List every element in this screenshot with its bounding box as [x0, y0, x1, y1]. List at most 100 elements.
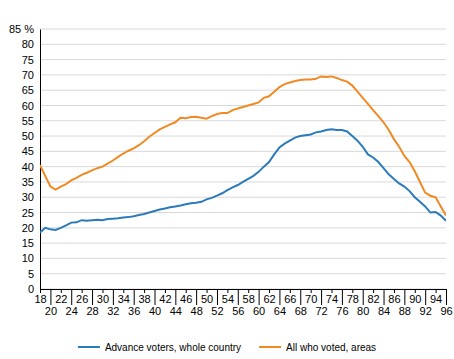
legend: Advance voters, whole country All who vot… — [78, 342, 376, 353]
tick-label: 86 — [388, 293, 400, 305]
tick-label: 32 — [107, 305, 119, 317]
tick-mark — [196, 289, 197, 305]
tick: 46 — [180, 289, 192, 305]
grid-line — [40, 120, 446, 121]
grid-line — [40, 44, 446, 45]
grid-line — [40, 105, 446, 106]
tick: 38 — [138, 289, 150, 305]
tick: 86 — [388, 289, 400, 305]
tick-label: 66 — [284, 293, 296, 305]
tick: 35 — [22, 176, 40, 188]
tick: 74 — [326, 289, 338, 305]
tick-label: 92 — [420, 305, 432, 317]
tick-mark — [321, 289, 322, 305]
grid-line — [40, 74, 446, 75]
chart: 0510152025303540455055606570758085 %1820… — [0, 0, 454, 359]
tick: 58 — [243, 289, 255, 305]
plot-area — [40, 76, 446, 232]
tick-label: 18 — [34, 293, 46, 305]
tick-mark — [363, 289, 364, 305]
grid-line — [40, 136, 446, 137]
tick-mark — [50, 289, 51, 305]
tick-mark — [238, 289, 239, 305]
tick-label: 46 — [180, 293, 192, 305]
tick-label: 88 — [399, 305, 411, 317]
grid-line — [40, 212, 446, 213]
tick: 15 — [22, 237, 40, 249]
tick-mark — [259, 289, 260, 305]
tick-label: 65 — [22, 84, 34, 96]
tick-label: 26 — [76, 293, 88, 305]
tick: 10 — [22, 252, 40, 264]
tick-label: 44 — [170, 305, 182, 317]
tick: 78 — [347, 289, 359, 305]
tick: 62 — [263, 289, 275, 305]
legend-item: Advance voters, whole country — [78, 342, 241, 353]
grid-line — [40, 90, 446, 91]
tick-label: 5 — [28, 268, 34, 280]
tick-label: 48 — [191, 305, 203, 317]
tick: 60 — [22, 99, 40, 111]
tick-label: 78 — [347, 293, 359, 305]
tick: 55 — [22, 115, 40, 127]
tick-mark — [155, 289, 156, 305]
tick-label: 20 — [45, 305, 57, 317]
axis-line — [40, 30, 41, 290]
series-line — [40, 129, 446, 232]
legend-label: All who voted, areas — [286, 342, 376, 353]
legend-swatch — [78, 346, 100, 348]
tick: 54 — [222, 289, 234, 305]
tick-label: 56 — [232, 305, 244, 317]
tick-label: 72 — [315, 305, 327, 317]
tick-mark — [404, 289, 405, 305]
grid-line — [40, 243, 446, 244]
tick: 82 — [368, 289, 380, 305]
tick-label: 74 — [326, 293, 338, 305]
tick-mark — [446, 289, 447, 305]
tick-mark — [175, 289, 176, 305]
tick-mark — [384, 289, 385, 305]
tick: 70 — [22, 69, 40, 81]
tick-label: 30 — [22, 191, 34, 203]
tick-mark — [425, 289, 426, 305]
tick-label: 50 — [22, 130, 34, 142]
tick-label: 38 — [138, 293, 150, 305]
tick-label: 20 — [22, 222, 34, 234]
tick-label: 76 — [336, 305, 348, 317]
x-axis: 1820222426283032343638404244464850525456… — [34, 289, 452, 317]
series-line — [40, 76, 446, 215]
tick: 85 % — [9, 23, 40, 35]
tick-label: 28 — [86, 305, 98, 317]
tick-label: 52 — [211, 305, 223, 317]
tick-label: 24 — [66, 305, 78, 317]
tick-label: 55 — [22, 115, 34, 127]
tick-mark — [279, 289, 280, 305]
tick-label: 82 — [368, 293, 380, 305]
tick-label: 62 — [263, 293, 275, 305]
tick: 30 — [97, 289, 109, 305]
tick-label: 54 — [222, 293, 234, 305]
tick-label: 94 — [430, 293, 442, 305]
tick-label: 40 — [22, 161, 34, 173]
legend-label: Advance voters, whole country — [105, 342, 241, 353]
tick: 26 — [76, 289, 88, 305]
tick: 45 — [22, 145, 40, 157]
tick-label: 80 — [22, 38, 34, 50]
legend-swatch — [259, 346, 281, 348]
tick: 66 — [284, 289, 296, 305]
tick-label: 80 — [357, 305, 369, 317]
tick-mark — [300, 289, 301, 305]
tick: 40 — [22, 161, 40, 173]
tick: 50 — [22, 130, 40, 142]
tick-label: 70 — [22, 69, 34, 81]
tick: 80 — [22, 38, 40, 50]
tick-mark — [134, 289, 135, 305]
tick-label: 64 — [274, 305, 286, 317]
tick-mark — [92, 289, 93, 305]
tick-label: 96 — [440, 305, 452, 317]
grid-line — [40, 227, 446, 228]
tick: 94 — [430, 289, 442, 305]
tick-label: 22 — [55, 293, 67, 305]
grid-line — [40, 273, 446, 274]
tick-label: 0 — [28, 283, 34, 295]
